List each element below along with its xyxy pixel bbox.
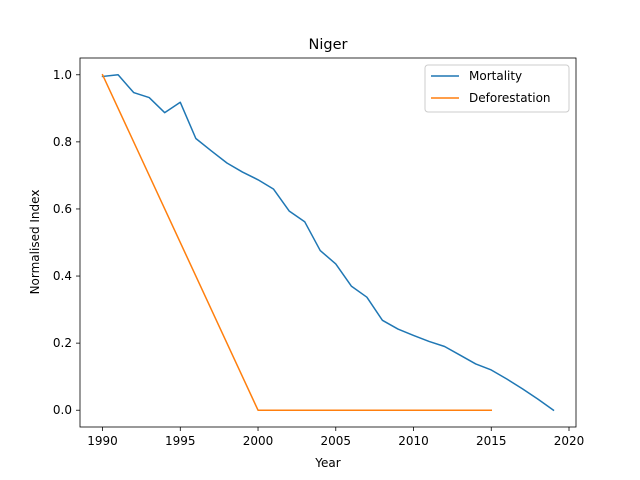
y-axis: 0.0 0.2 0.4 0.6 0.8 1.0 [53,68,80,417]
legend-box [424,64,570,113]
series-layer [101,73,555,412]
x-tick-label: 2000 [243,434,274,448]
x-axis-label: Year [314,456,340,470]
y-tick-label: 1.0 [53,68,72,82]
y-tick-label: 0.8 [53,135,72,149]
y-tick-label: 0.0 [53,403,72,417]
series-line-mortality [101,74,555,412]
legend-label-mortality: Mortality [469,69,522,83]
series-line-deforestation [101,73,493,411]
legend-label-deforestation: Deforestation [469,91,551,105]
legend: Mortality Deforestation [424,64,570,113]
x-tick-label: 1990 [87,434,118,448]
y-axis-label: Normalised Index [28,190,42,295]
chart-title: Niger [309,37,348,53]
x-axis: 1990 1995 2000 2005 2010 2015 2020 [87,427,584,448]
x-tick-label: 2005 [321,434,352,448]
x-tick-label: 2010 [398,434,429,448]
x-tick-label: 1995 [165,434,196,448]
plot-frame [79,57,577,428]
y-tick-label: 0.2 [53,336,72,350]
x-tick-label: 2020 [554,434,585,448]
y-tick-label: 0.6 [53,202,72,216]
x-tick-label: 2015 [476,434,507,448]
y-tick-label: 0.4 [53,269,72,283]
